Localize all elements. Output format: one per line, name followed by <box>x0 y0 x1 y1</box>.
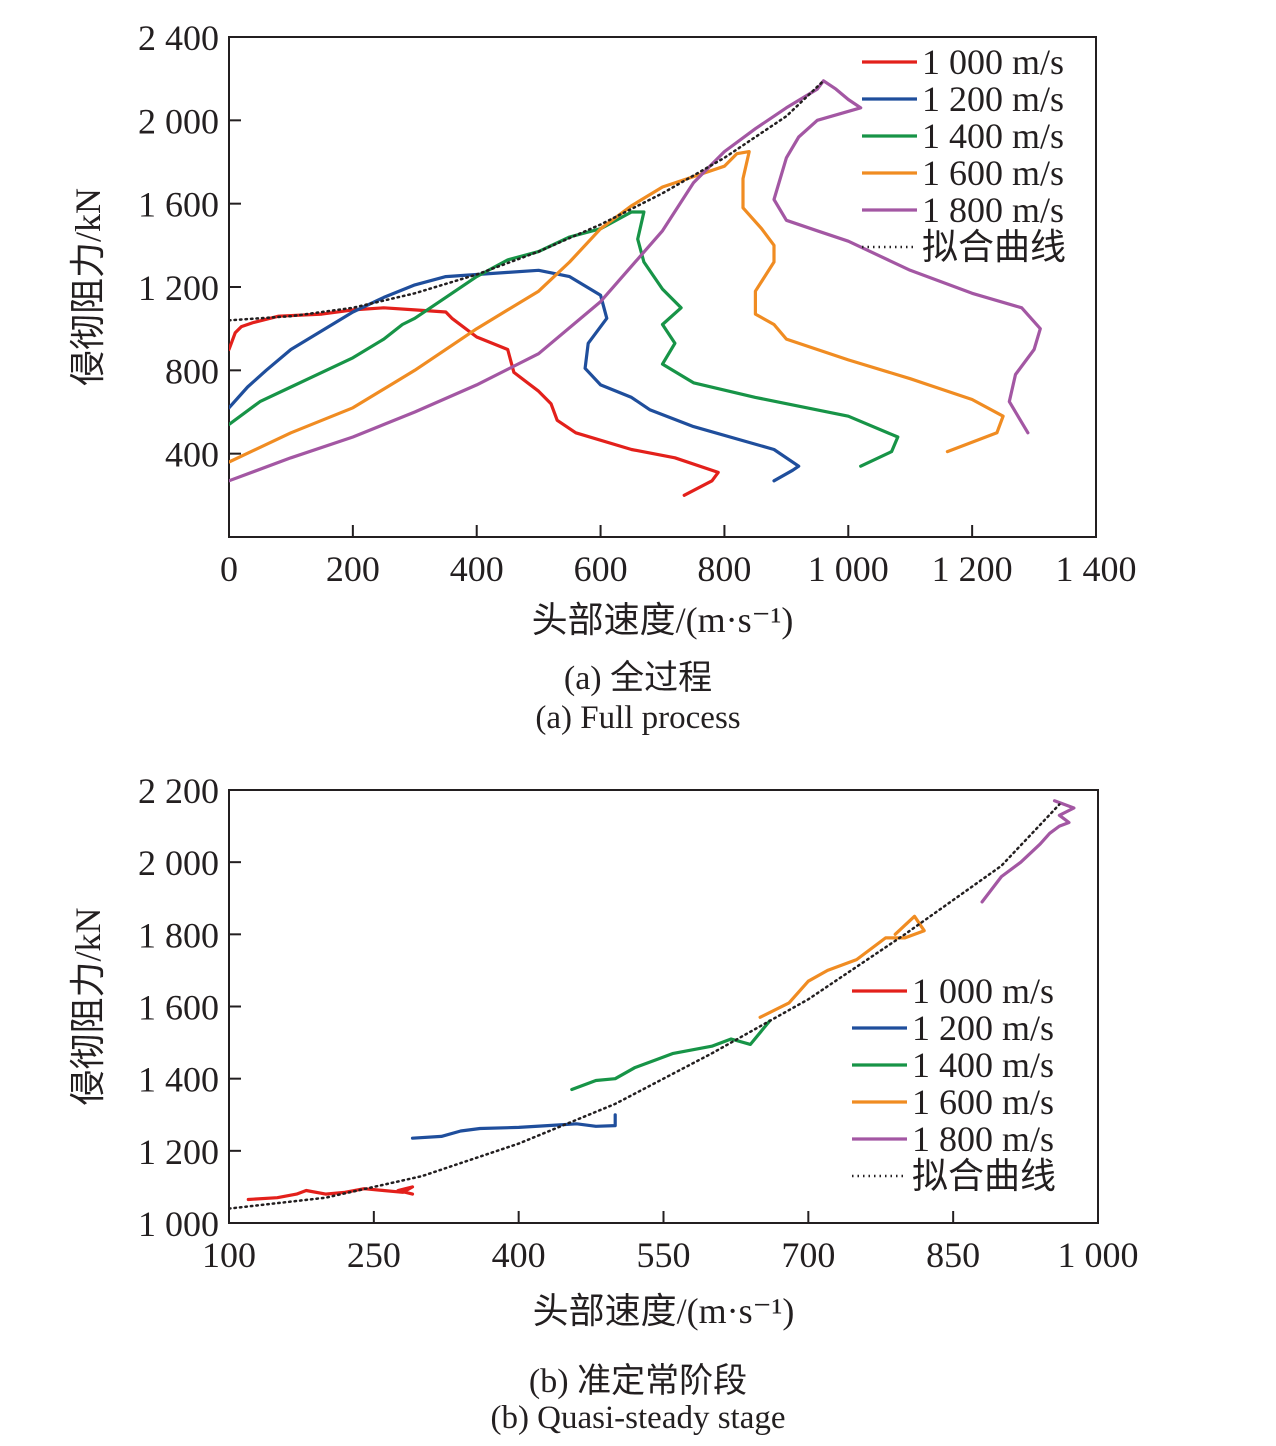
series-line <box>410 1113 617 1140</box>
chart-quasi-steady: 100 250 400 550 700 850 1 000 1 000 1 200 1 400 1 … <box>68 771 1139 1331</box>
y-tick-label: 1 200 <box>138 268 219 308</box>
series-line <box>758 914 926 1019</box>
x-tick-label: 1 000 <box>1058 1235 1139 1275</box>
y-tick-label: 2 400 <box>138 18 219 58</box>
series-line <box>229 803 1061 1210</box>
y-tick-label: 2 000 <box>138 101 219 141</box>
x-tick-label: 1 000 <box>808 549 889 589</box>
series-line <box>229 150 1005 464</box>
legend-label: 1 800 m/s <box>912 1119 1054 1159</box>
x-tick-label: 550 <box>637 1235 691 1275</box>
x-tick-label: 850 <box>926 1235 980 1275</box>
legend-label: 1 200 m/s <box>922 79 1064 119</box>
legend-label: 1 600 m/s <box>912 1082 1054 1122</box>
series-line <box>229 79 1042 483</box>
x-axis-label: 头部速度/(m·s⁻¹) <box>533 1291 795 1331</box>
y-tick-label: 400 <box>165 435 219 475</box>
legend-label: 拟合曲线 <box>922 227 1066 267</box>
y-tick-label: 1 800 <box>138 915 219 955</box>
y-tick-label: 1 600 <box>138 185 219 225</box>
y-axis-label: 侵彻阻力/kN <box>68 907 108 1105</box>
y-tick-label: 2 200 <box>138 771 219 811</box>
legend-label: 1 000 m/s <box>922 42 1064 82</box>
x-axis-label: 头部速度/(m·s⁻¹) <box>532 600 794 640</box>
x-tick-label: 800 <box>697 549 751 589</box>
y-tick-label: 1 600 <box>138 988 219 1028</box>
x-tick-label: 400 <box>450 549 504 589</box>
legend-label: 1 000 m/s <box>912 971 1054 1011</box>
x-tick-label: 1 200 <box>932 549 1013 589</box>
x-tick-label: 0 <box>220 549 238 589</box>
chart-full-process: 0 200 400 600 800 1 000 1 200 1 400 400 800 1 200 1… <box>68 18 1137 640</box>
legend-label: 拟合曲线 <box>912 1156 1056 1196</box>
legend-label: 1 400 m/s <box>912 1045 1054 1085</box>
series-line <box>246 1185 415 1202</box>
y-tick-label: 1 200 <box>138 1132 219 1172</box>
series-line <box>570 1019 772 1092</box>
legend-label: 1 800 m/s <box>922 190 1064 230</box>
y-tick-label: 1 000 <box>138 1204 219 1244</box>
legend-label: 1 600 m/s <box>922 153 1064 193</box>
x-tick-label: 1 400 <box>1056 549 1137 589</box>
y-tick-label: 800 <box>165 351 219 391</box>
caption-en-b: (b) Quasi-steady stage <box>490 1400 786 1436</box>
series-line <box>229 79 825 322</box>
caption-en-a: (a) Full process <box>535 700 741 736</box>
chart-panel-full-process: 0 200 400 600 800 1 000 1 200 1 400 400 800 1 200 1… <box>68 18 1137 736</box>
chart-panel-quasi-steady: 100 250 400 550 700 850 1 000 1 000 1 200 1 400 1 … <box>0 755 1276 1446</box>
series-line <box>229 268 801 483</box>
y-tick-label: 2 000 <box>138 843 219 883</box>
y-tick-label: 1 400 <box>138 1060 219 1100</box>
y-axis-label: 侵彻阻力/kN <box>68 188 108 386</box>
legend-label: 1 200 m/s <box>912 1008 1054 1048</box>
x-tick-label: 400 <box>492 1235 546 1275</box>
caption-zh-a: (a) 全过程 <box>563 660 713 697</box>
caption-zh-b: (b) 准定常阶段 <box>528 1363 748 1400</box>
x-tick-label: 100 <box>202 1235 256 1275</box>
x-tick-label: 250 <box>347 1235 401 1275</box>
legend-label: 1 400 m/s <box>922 116 1064 156</box>
series-line <box>229 210 900 468</box>
x-tick-label: 700 <box>781 1235 835 1275</box>
x-tick-label: 200 <box>326 549 380 589</box>
x-tick-label: 600 <box>574 549 628 589</box>
series-line <box>229 306 720 497</box>
series-line <box>980 799 1076 904</box>
